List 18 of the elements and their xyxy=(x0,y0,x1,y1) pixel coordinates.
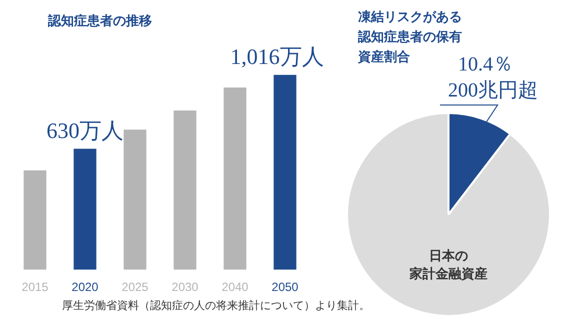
x-tick-label: 2040 xyxy=(222,280,249,294)
x-tick-label: 2050 xyxy=(272,280,299,294)
slice-label: 日本の家計金融資産 xyxy=(408,249,488,282)
x-tick-label: 2030 xyxy=(172,280,199,294)
bar xyxy=(274,74,296,270)
bar xyxy=(74,148,96,270)
bar xyxy=(124,130,146,270)
slice-label: 200兆円超 xyxy=(448,79,538,102)
bar xyxy=(224,88,246,270)
text: 厚生労働省資料（認知症の人の将来推計について）より集計。 xyxy=(62,298,370,313)
bar xyxy=(174,110,196,270)
x-tick-label: 2025 xyxy=(122,280,149,294)
chart-title: 認知症患者の推移 xyxy=(48,12,152,31)
x-tick-label: 2020 xyxy=(72,280,99,294)
bar xyxy=(24,170,46,270)
x-tick-label: 2015 xyxy=(22,280,49,294)
data-label: 630万人 xyxy=(46,118,124,143)
data-label: 1,016万人 xyxy=(230,44,324,69)
